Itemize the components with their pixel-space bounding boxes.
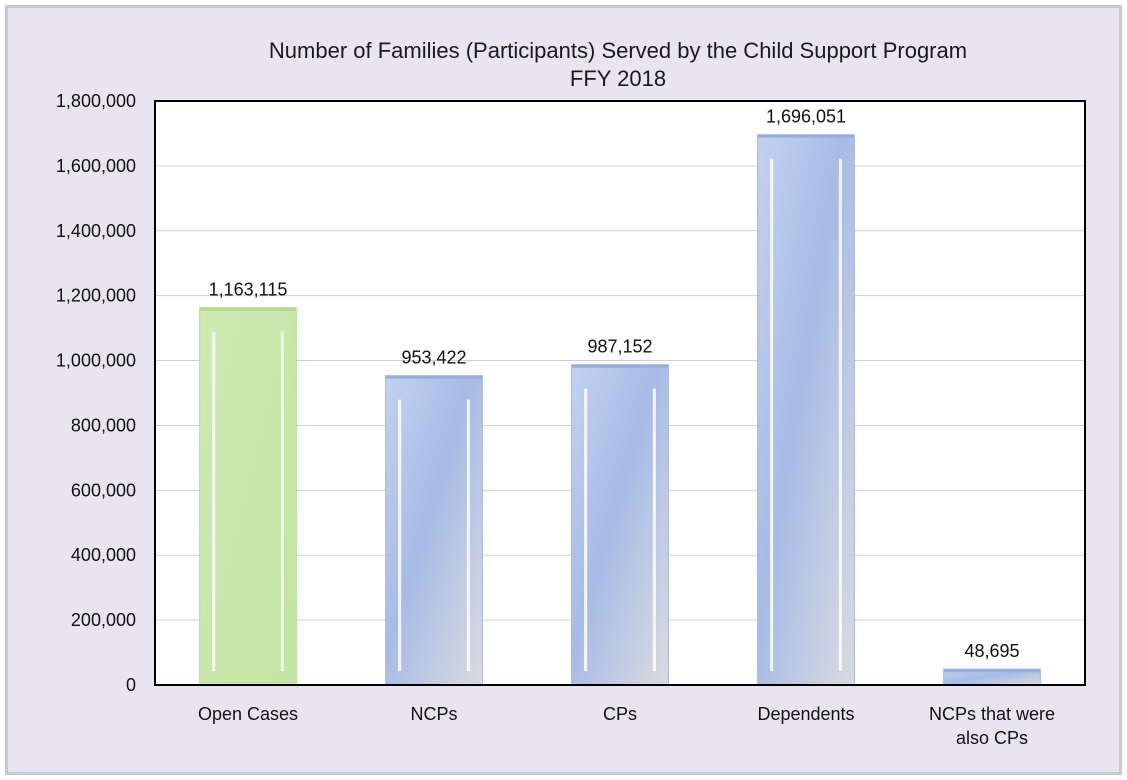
bar-top-edge [385,375,483,379]
y-tick-label: 0 [126,675,136,695]
plot-border [154,100,1086,686]
y-tick-label: 400,000 [71,545,136,565]
chart-title: Number of Families (Participants) Served… [269,38,967,63]
x-tick-label: NCPs that were [929,704,1055,724]
data-label: 48,695 [964,641,1019,661]
y-tick-label: 200,000 [71,610,136,630]
x-tick-label: Open Cases [198,704,298,724]
y-tick-label: 1,600,000 [56,156,136,176]
x-tick-label: NCPs [410,704,457,724]
bar [757,134,855,686]
bar-top-edge [943,669,1041,673]
data-labels: 1,163,115 953,422 987,152 1,696,051 48,695 [209,107,1020,661]
chart-subtitle: FFY 2018 [570,66,666,91]
bar-top-edge [757,134,855,138]
x-tick-label: also CPs [956,728,1028,748]
y-tick-label: 600,000 [71,480,136,500]
bar [199,307,297,686]
y-tick-label: 1,800,000 [56,91,136,111]
y-tick-label: 800,000 [71,415,136,435]
bar-top-edge [199,307,297,311]
y-tick-label: 1,000,000 [56,351,136,371]
bar [571,364,669,686]
bar-top-edge [571,364,669,368]
y-tick-label: 1,400,000 [56,221,136,241]
bars [199,134,1041,686]
data-label: 1,163,115 [209,280,288,300]
data-label: 1,696,051 [766,107,846,127]
x-axis: Open Cases NCPs CPs Dependents NCPs that wer… [198,704,1055,748]
data-label: 987,152 [587,337,652,357]
y-axis: 0 200,000 400,000 600,000 800,000 1,000,000 1,… [56,91,136,695]
y-tick-label: 1,200,000 [56,286,136,306]
x-tick-label: CPs [603,704,637,724]
data-label: 953,422 [401,348,466,368]
x-tick-label: Dependents [757,704,854,724]
